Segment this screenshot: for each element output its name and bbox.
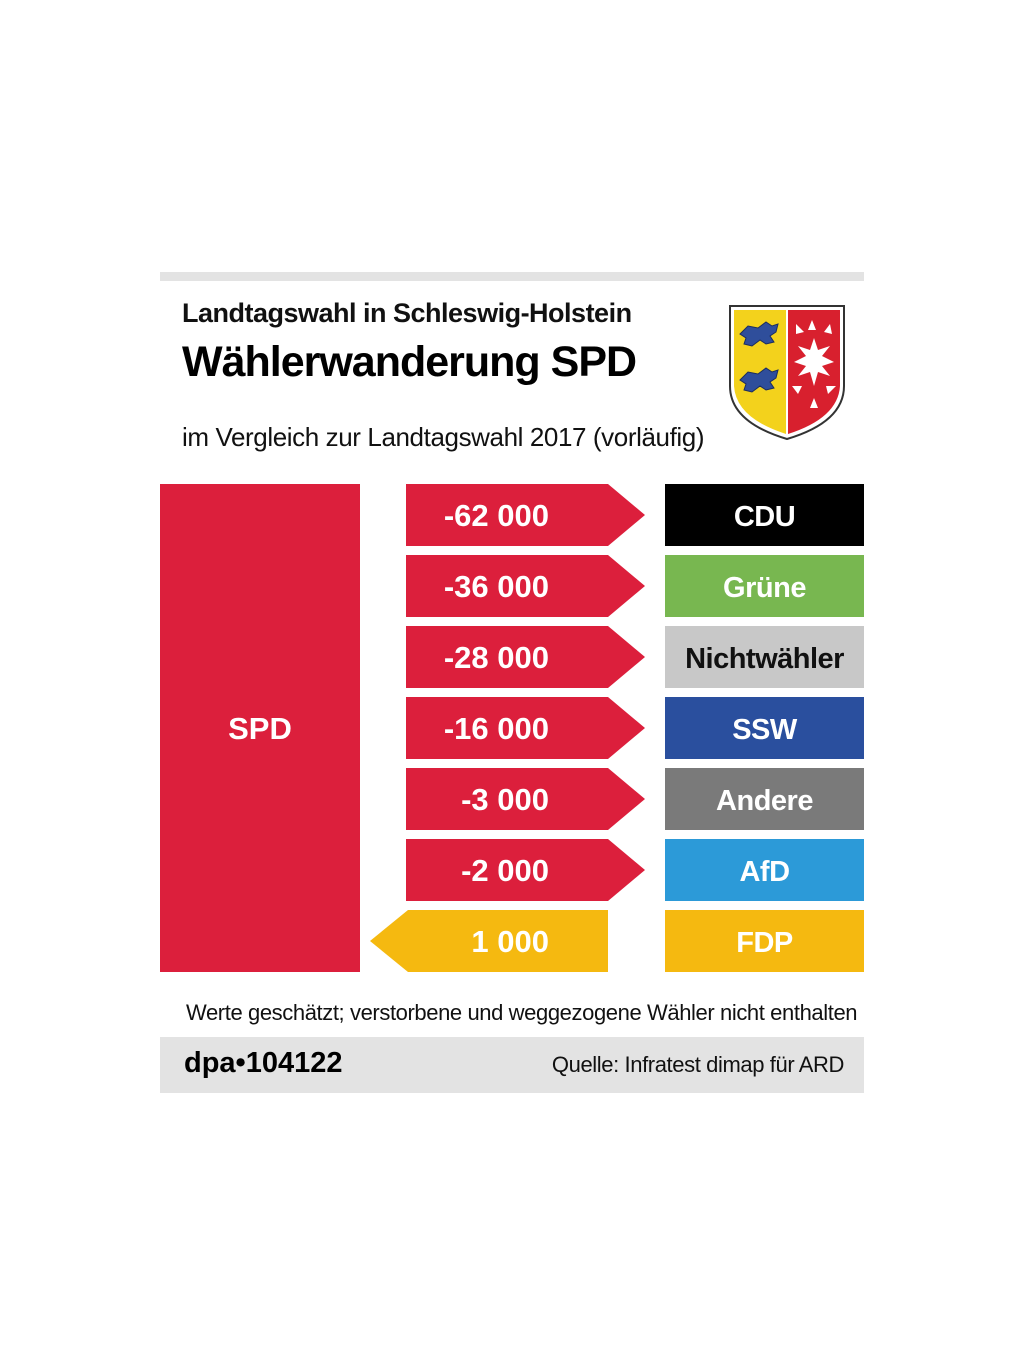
party-label-gr-ne: Grüne (723, 572, 806, 604)
party-label-nichtw-hler: Nichtwähler (685, 643, 844, 675)
flow-value-andere: -3 000 (461, 782, 549, 817)
chart-kicker: Landtagswahl in Schleswig-Holstein (182, 298, 632, 328)
flow-arrow-andere (406, 768, 645, 830)
party-box-afd (665, 839, 864, 901)
flow-value-gr-ne: -36 000 (444, 569, 549, 604)
schleswig-holstein-coat-of-arms-icon (729, 305, 845, 441)
flow-arrow-gr-ne (406, 555, 645, 617)
source-credit: Quelle: Infratest dimap für ARD (551, 1052, 844, 1077)
flow-value-afd: -2 000 (461, 853, 549, 888)
party-box-nichtw-hler (665, 626, 864, 688)
flow-arrow-nichtw-hler (406, 626, 645, 688)
flow-arrow-fdp (370, 910, 608, 972)
flow-arrow-cdu (406, 484, 645, 546)
party-box-cdu (665, 484, 864, 546)
flow-value-fdp: 1 000 (471, 924, 549, 959)
footnote: Werte geschätzt; verstorbene und weggezo… (186, 1000, 858, 1025)
agency-id: dpa•104122 (184, 1047, 343, 1079)
party-box-gr-ne (665, 555, 864, 617)
footer-bar: dpa•104122 Quelle: Infratest dimap für A… (160, 1037, 864, 1093)
flow-value-nichtw-hler: -28 000 (444, 640, 549, 675)
party-label-fdp: FDP (736, 927, 793, 959)
party-label-afd: AfD (739, 856, 789, 888)
party-box-andere (665, 768, 864, 830)
flow-value-cdu: -62 000 (444, 498, 549, 533)
top-rule (160, 272, 864, 281)
source-party-block (160, 484, 360, 972)
party-label-andere: Andere (716, 785, 813, 817)
party-label-ssw: SSW (732, 714, 798, 746)
chart-subtitle: im Vergleich zur Landtagswahl 2017 (vorl… (182, 422, 705, 452)
party-box-fdp (665, 910, 864, 972)
source-party-label: SPD (228, 711, 292, 746)
party-label-cdu: CDU (734, 501, 795, 533)
flow-arrow-ssw (406, 697, 645, 759)
flow-arrow-afd (406, 839, 645, 901)
chart-title: Wählerwanderung SPD (182, 338, 637, 386)
party-box-ssw (665, 697, 864, 759)
flow-value-ssw: -16 000 (444, 711, 549, 746)
